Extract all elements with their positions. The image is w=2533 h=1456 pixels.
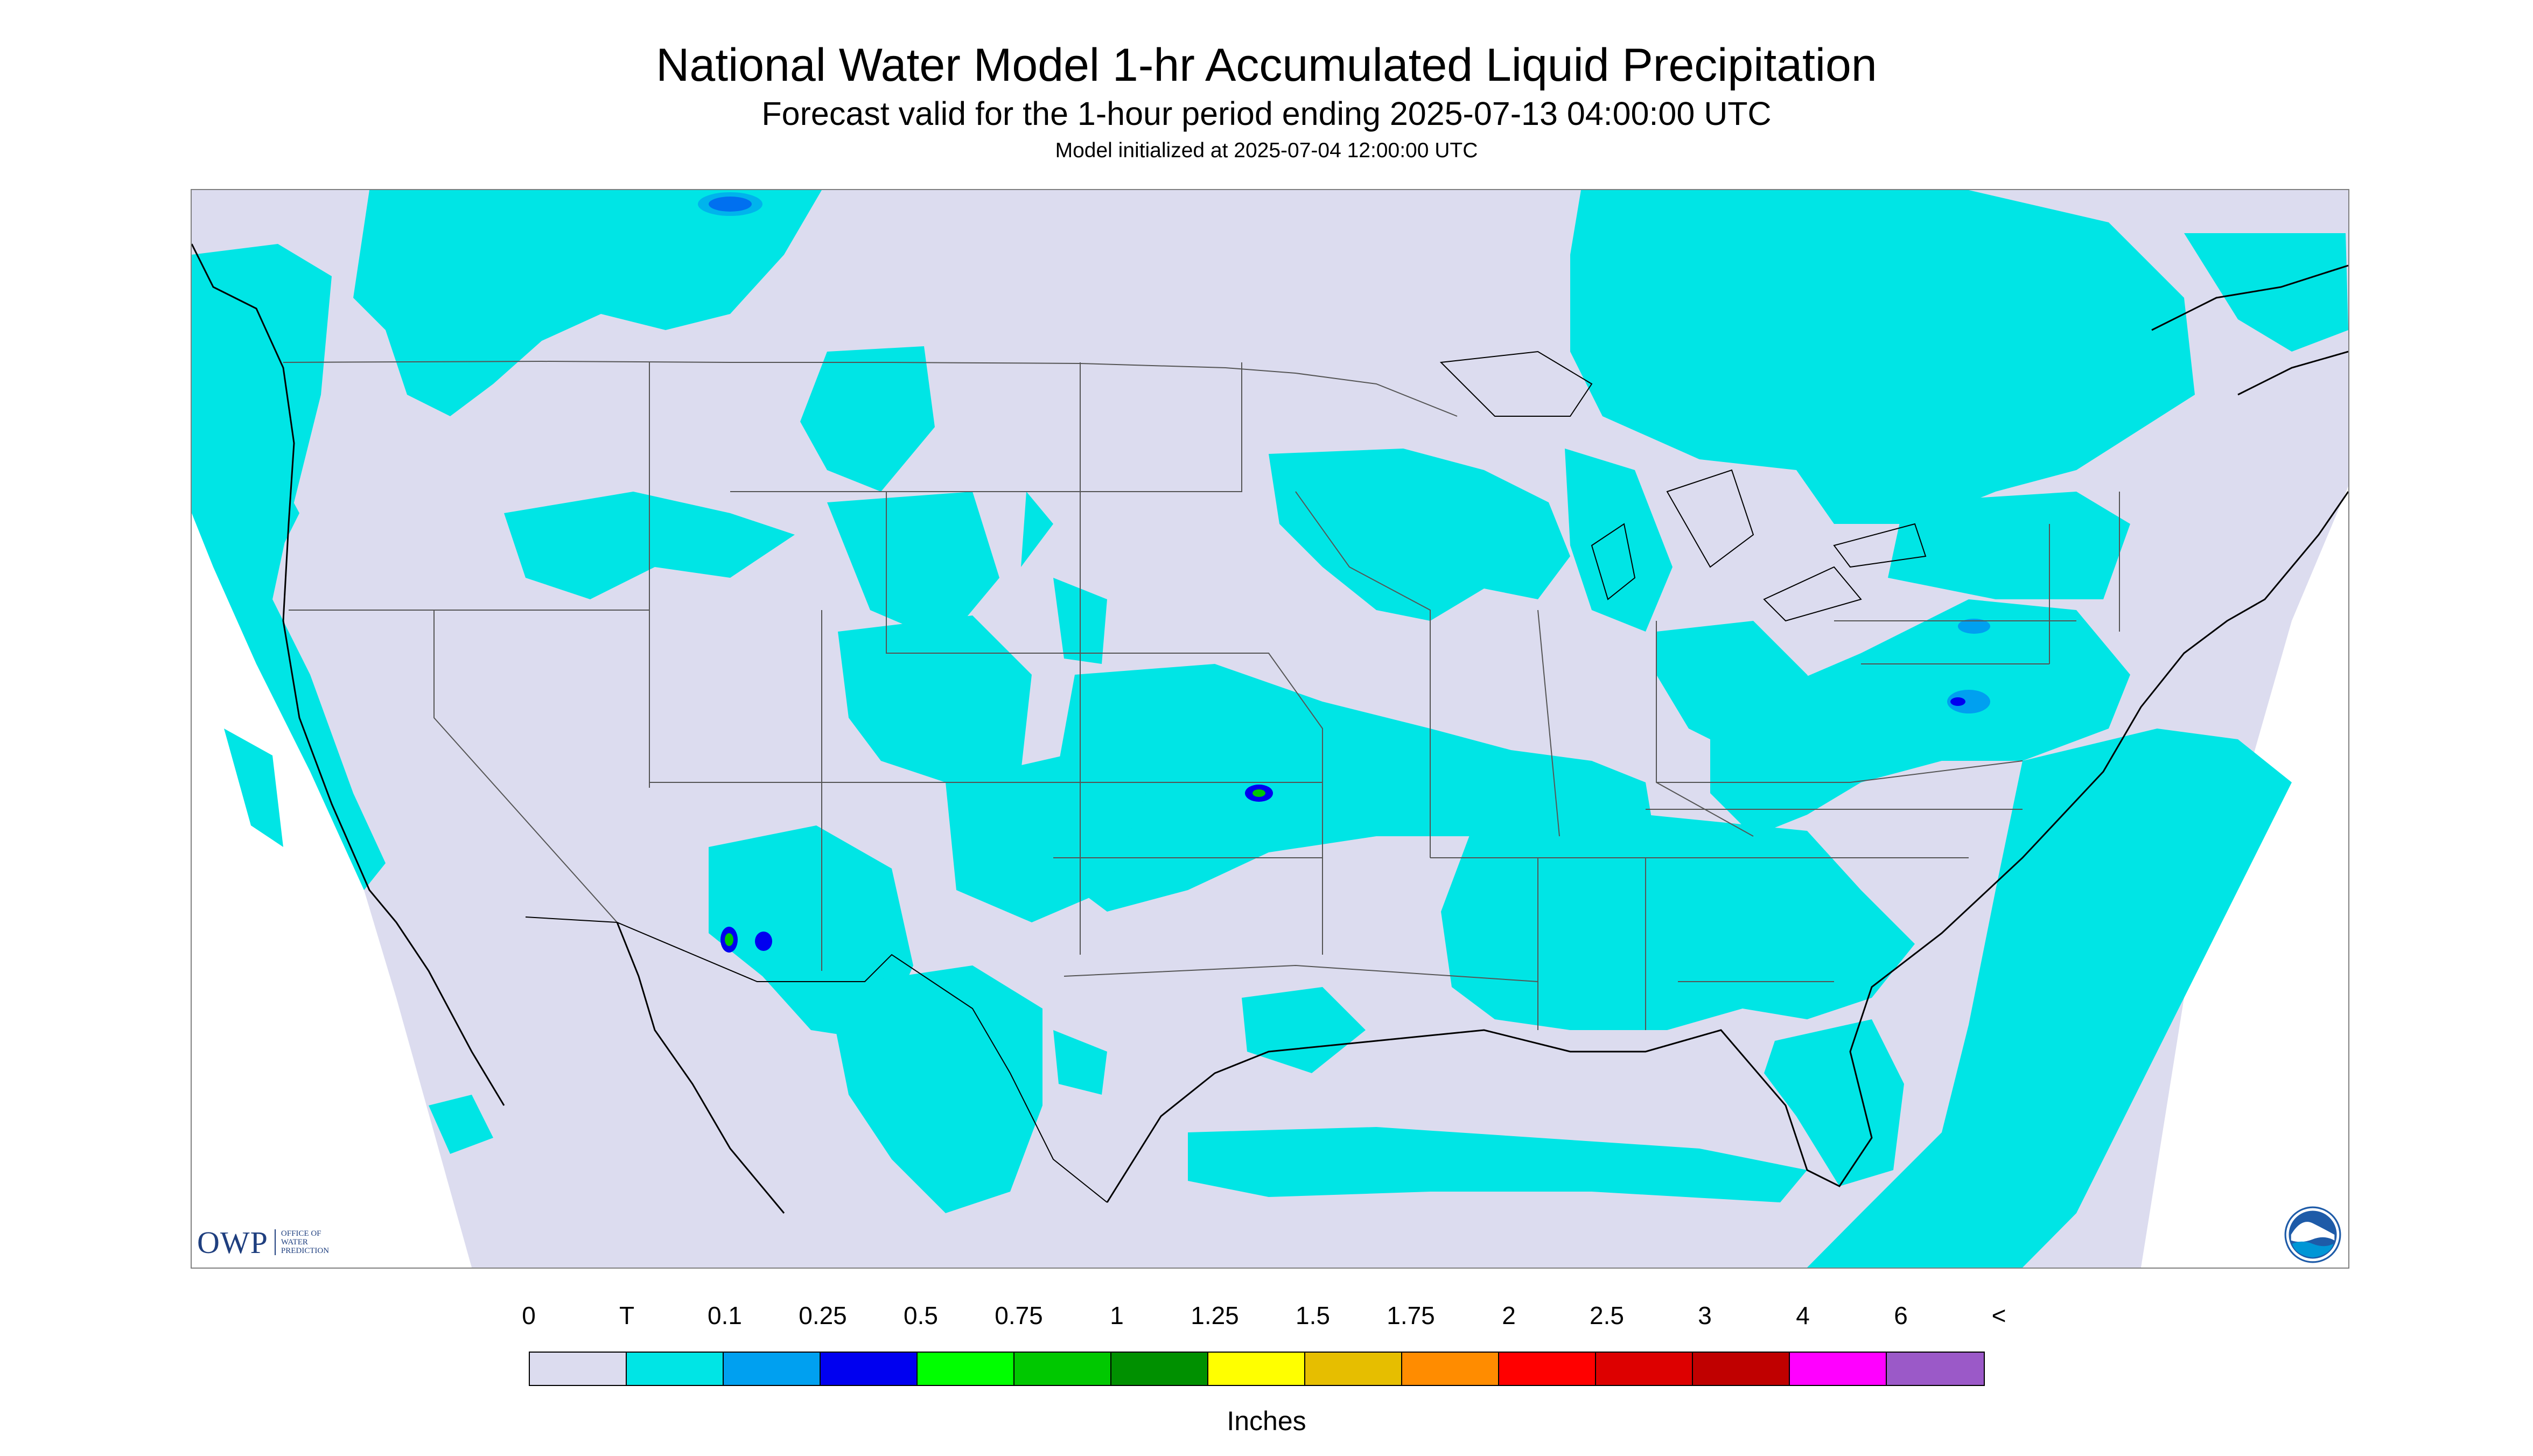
legend-tick: 1.75	[1387, 1301, 1435, 1329]
noaa-logo-icon	[2284, 1206, 2341, 1263]
map-title: National Water Model 1-hr Accumulated Li…	[656, 39, 1877, 91]
legend-swatch	[1111, 1353, 1208, 1385]
legend-units: Inches	[1227, 1406, 1306, 1436]
legend-swatch	[1596, 1353, 1693, 1385]
legend-swatch	[1402, 1353, 1499, 1385]
legend-swatch	[627, 1353, 724, 1385]
legend-color-bar	[529, 1352, 1985, 1386]
legend-swatch	[1014, 1353, 1111, 1385]
owp-logo: OWP OFFICE OF WATER PREDICTION	[197, 1223, 346, 1261]
legend-tick: 1.25	[1191, 1301, 1239, 1329]
map-subtitle: Forecast valid for the 1-hour period end…	[761, 95, 1772, 132]
legend-swatch	[1208, 1353, 1305, 1385]
legend-swatch	[821, 1353, 918, 1385]
legend-tick: 0.25	[799, 1301, 847, 1329]
legend-tick: 2.5	[1590, 1301, 1624, 1329]
coastlines	[192, 243, 2348, 1214]
legend-tick: 2	[1502, 1301, 1516, 1329]
precipitation-map	[191, 189, 2349, 1269]
political-boundaries	[283, 351, 2120, 1203]
legend-swatch	[918, 1353, 1014, 1385]
legend-tick: 1	[1110, 1301, 1124, 1329]
owp-office-name: OFFICE OF WATER PREDICTION	[274, 1229, 346, 1255]
legend-swatch	[1305, 1353, 1402, 1385]
heavy-precip-cells	[698, 192, 1990, 953]
legend-tick: 1.5	[1296, 1301, 1330, 1329]
legend-swatch	[1790, 1353, 1887, 1385]
legend-swatch	[1693, 1353, 1790, 1385]
legend-tick: 0	[522, 1301, 536, 1329]
legend-swatch	[724, 1353, 821, 1385]
legend-tick: 3	[1698, 1301, 1712, 1329]
legend-tick: 0.75	[995, 1301, 1043, 1329]
legend-swatch	[1887, 1353, 1984, 1385]
legend-tick: 0.1	[708, 1301, 742, 1329]
legend-tick: 6	[1894, 1301, 1908, 1329]
trace-precip-areas	[192, 190, 2348, 1268]
legend-swatch	[530, 1353, 627, 1385]
init-time-line: Model initialized at 2025-07-04 12:00:00…	[1055, 139, 1478, 162]
legend-swatch	[1499, 1353, 1596, 1385]
legend-tick: 0.5	[904, 1301, 938, 1329]
legend-tick: 4	[1796, 1301, 1810, 1329]
map-canvas	[192, 190, 2348, 1268]
owp-wordmark: OWP	[197, 1224, 268, 1260]
legend-tick: T	[619, 1301, 635, 1329]
legend-tick: <	[1991, 1301, 2006, 1329]
